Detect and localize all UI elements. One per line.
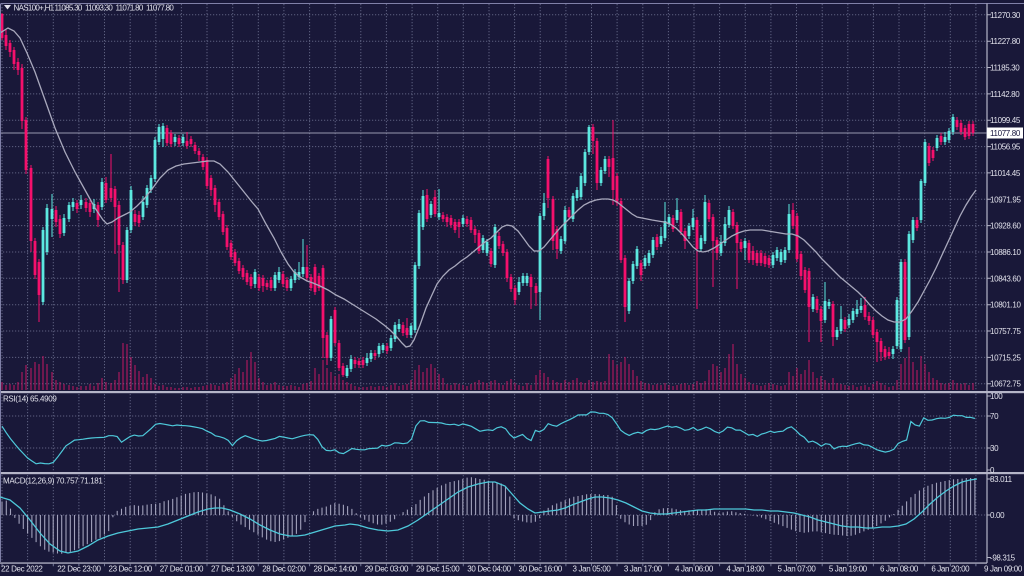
svg-text:27 Dec 01:00: 27 Dec 01:00	[160, 565, 204, 574]
svg-text:22 Dec 23:00: 22 Dec 23:00	[57, 565, 101, 574]
svg-text:11077.80: 11077.80	[146, 4, 174, 13]
svg-text:23 Dec 12:00: 23 Dec 12:00	[109, 565, 153, 574]
svg-text:6 Jan 20:00: 6 Jan 20:00	[931, 565, 970, 574]
svg-text:11142.80: 11142.80	[990, 90, 1020, 99]
svg-text:5 Jan 19:00: 5 Jan 19:00	[829, 565, 868, 574]
svg-text:11227.80: 11227.80	[990, 37, 1021, 46]
svg-text:3 Jan 05:00: 3 Jan 05:00	[573, 565, 612, 574]
svg-text:10801.10: 10801.10	[990, 301, 1021, 310]
svg-text:RSI(14) 65.4909: RSI(14) 65.4909	[3, 395, 57, 404]
svg-text:11014.45: 11014.45	[990, 169, 1021, 178]
svg-text:10843.60: 10843.60	[990, 274, 1021, 283]
svg-text:11085.30: 11085.30	[55, 4, 83, 13]
svg-text:10971.95: 10971.95	[990, 195, 1021, 204]
svg-text:10672.75: 10672.75	[990, 380, 1021, 389]
svg-text:11270.30: 11270.30	[990, 11, 1021, 20]
svg-text:11071.80: 11071.80	[116, 4, 144, 13]
svg-text:4 Jan 06:00: 4 Jan 06:00	[675, 565, 714, 574]
svg-text:70: 70	[990, 412, 999, 421]
svg-text:5 Jan 07:00: 5 Jan 07:00	[778, 565, 817, 574]
svg-text:100: 100	[990, 392, 1003, 401]
svg-text:4 Jan 18:00: 4 Jan 18:00	[726, 565, 765, 574]
svg-text:0.00: 0.00	[990, 511, 1005, 520]
svg-text:6 Jan 08:00: 6 Jan 08:00	[880, 565, 919, 574]
svg-text:30 Dec 16:00: 30 Dec 16:00	[519, 565, 563, 574]
svg-text:MACD(12,26,9) 70.757 71.181: MACD(12,26,9) 70.757 71.181	[3, 477, 103, 486]
svg-text:10757.75: 10757.75	[990, 327, 1021, 336]
svg-text:0: 0	[990, 466, 995, 475]
svg-text:NAS100+,H1: NAS100+,H1	[14, 4, 55, 13]
svg-text:83.011: 83.011	[990, 475, 1013, 484]
svg-text:10886.10: 10886.10	[990, 248, 1021, 257]
svg-text:22 Dec 2022: 22 Dec 2022	[1, 565, 43, 574]
svg-text:28 Dec 02:00: 28 Dec 02:00	[262, 565, 306, 574]
svg-text:29 Dec 03:00: 29 Dec 03:00	[365, 565, 409, 574]
svg-text:11077.80: 11077.80	[990, 129, 1021, 138]
svg-text:-98.315: -98.315	[990, 554, 1016, 563]
svg-text:10715.25: 10715.25	[990, 353, 1021, 362]
svg-text:30 Dec 04:00: 30 Dec 04:00	[467, 565, 511, 574]
svg-text:11056.95: 11056.95	[990, 143, 1021, 152]
svg-text:11185.30: 11185.30	[990, 64, 1020, 73]
svg-text:11093.30: 11093.30	[85, 4, 113, 13]
svg-text:29 Dec 15:00: 29 Dec 15:00	[416, 565, 460, 574]
svg-text:28 Dec 14:00: 28 Dec 14:00	[314, 565, 358, 574]
svg-text:9 Jan 09:00: 9 Jan 09:00	[984, 565, 1023, 574]
svg-text:11099.45: 11099.45	[990, 116, 1021, 125]
svg-text:3 Jan 17:00: 3 Jan 17:00	[624, 565, 663, 574]
svg-text:10928.60: 10928.60	[990, 222, 1021, 231]
svg-text:27 Dec 13:00: 27 Dec 13:00	[211, 565, 255, 574]
svg-text:30: 30	[990, 444, 999, 453]
